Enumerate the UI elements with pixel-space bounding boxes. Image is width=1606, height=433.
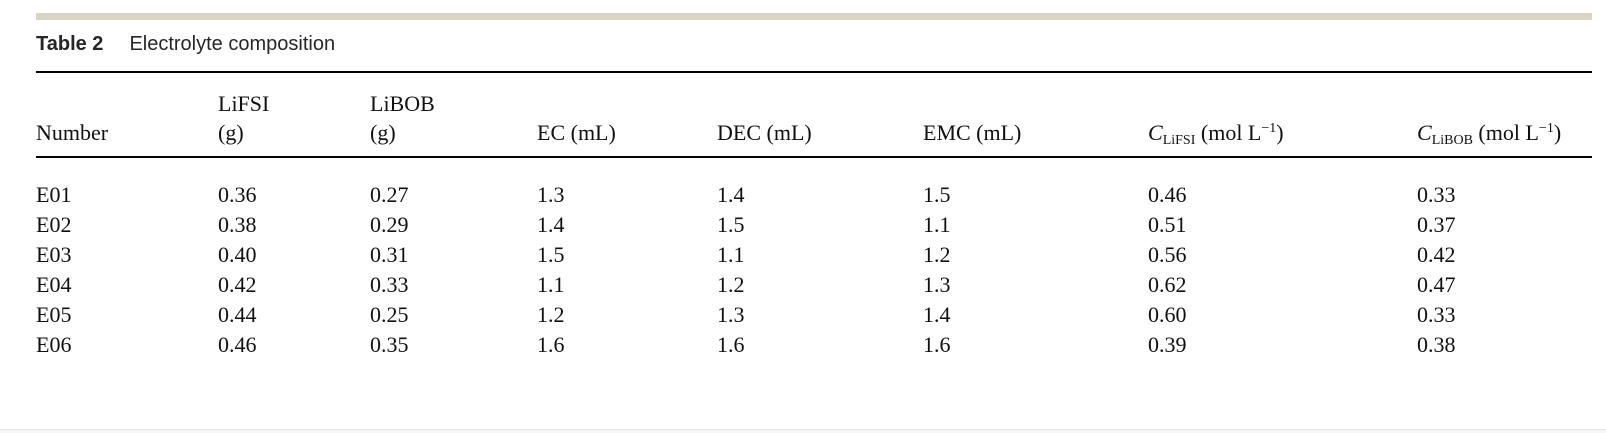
header-line2: (g) bbox=[218, 120, 244, 145]
table-row: E05 0.44 0.25 1.2 1.3 1.4 0.60 0.33 bbox=[36, 300, 1592, 330]
cell-lifsi-g: 0.40 bbox=[218, 242, 257, 267]
unit-exponent: −1 bbox=[1261, 121, 1277, 136]
cell-c-libob: 0.38 bbox=[1417, 332, 1456, 357]
unit-close: ) bbox=[1276, 120, 1284, 145]
table-body: E01 0.36 0.27 1.3 1.4 1.5 0.46 0.33 E02 … bbox=[36, 180, 1592, 360]
column-header-ec: EC (mL) bbox=[537, 84, 717, 156]
cell-lifsi-g: 0.42 bbox=[218, 272, 257, 297]
cell-c-lifsi: 0.51 bbox=[1148, 212, 1187, 237]
unit-open: (mol L bbox=[1472, 120, 1539, 145]
cell-libob-g: 0.29 bbox=[370, 212, 409, 237]
cell-c-libob: 0.33 bbox=[1417, 302, 1456, 327]
table-caption-label: Table 2 bbox=[36, 33, 104, 55]
cell-number: E01 bbox=[36, 182, 72, 207]
cell-emc: 1.2 bbox=[923, 242, 951, 267]
cell-emc: 1.5 bbox=[923, 182, 951, 207]
page-below-area bbox=[0, 430, 1606, 433]
cell-c-lifsi: 0.62 bbox=[1148, 272, 1187, 297]
header-line2: EMC (mL) bbox=[923, 120, 1022, 145]
table-accent-bar bbox=[36, 13, 1592, 20]
cell-c-lifsi: 0.46 bbox=[1148, 182, 1187, 207]
cell-lifsi-g: 0.38 bbox=[218, 212, 257, 237]
cell-dec: 1.2 bbox=[717, 272, 745, 297]
cell-number: E06 bbox=[36, 332, 72, 357]
formula-subscript: LiBOB bbox=[1431, 133, 1473, 148]
cell-lifsi-g: 0.46 bbox=[218, 332, 257, 357]
cell-c-lifsi: 0.39 bbox=[1148, 332, 1187, 357]
page-bottom-edge-line bbox=[0, 429, 1606, 430]
cell-c-lifsi: 0.56 bbox=[1148, 242, 1187, 267]
unit-exponent: −1 bbox=[1538, 121, 1554, 136]
cell-libob-g: 0.35 bbox=[370, 332, 409, 357]
table-row: E01 0.36 0.27 1.3 1.4 1.5 0.46 0.33 bbox=[36, 180, 1592, 210]
table-top-rule bbox=[36, 71, 1592, 73]
cell-ec: 1.1 bbox=[537, 272, 565, 297]
table-header-rule bbox=[36, 156, 1592, 158]
table-row: E04 0.42 0.33 1.1 1.2 1.3 0.62 0.47 bbox=[36, 270, 1592, 300]
cell-libob-g: 0.25 bbox=[370, 302, 409, 327]
column-header-c-lifsi: CLiFSI (mol L−1) bbox=[1148, 84, 1417, 156]
cell-dec: 1.6 bbox=[717, 332, 745, 357]
cell-c-libob: 0.42 bbox=[1417, 242, 1456, 267]
cell-c-lifsi: 0.60 bbox=[1148, 302, 1187, 327]
concentration-symbol: C bbox=[1417, 120, 1432, 145]
cell-ec: 1.6 bbox=[537, 332, 565, 357]
column-header-c-libob: CLiBOB (mol L−1) bbox=[1417, 84, 1592, 156]
header-line2: Number bbox=[36, 120, 109, 145]
cell-number: E02 bbox=[36, 212, 72, 237]
column-header-libob-g: LiBOB (g) bbox=[370, 84, 537, 156]
table-row: E06 0.46 0.35 1.6 1.6 1.6 0.39 0.38 bbox=[36, 330, 1592, 360]
cell-c-libob: 0.47 bbox=[1417, 272, 1456, 297]
column-header-emc: EMC (mL) bbox=[923, 84, 1148, 156]
header-formula: CLiBOB (mol L−1) bbox=[1417, 118, 1592, 148]
unit-open: (mol L bbox=[1195, 120, 1262, 145]
column-header-number: Number bbox=[36, 84, 218, 156]
table-caption-title: Electrolyte composition bbox=[129, 33, 336, 55]
cell-emc: 1.1 bbox=[923, 212, 951, 237]
column-header-lifsi-g: LiFSI (g) bbox=[218, 84, 370, 156]
concentration-symbol: C bbox=[1148, 120, 1163, 145]
cell-lifsi-g: 0.36 bbox=[218, 182, 257, 207]
cell-dec: 1.3 bbox=[717, 302, 745, 327]
cell-ec: 1.3 bbox=[537, 182, 565, 207]
cell-emc: 1.3 bbox=[923, 272, 951, 297]
cell-dec: 1.5 bbox=[717, 212, 745, 237]
table-row: E03 0.40 0.31 1.5 1.1 1.2 0.56 0.42 bbox=[36, 240, 1592, 270]
cell-c-libob: 0.33 bbox=[1417, 182, 1456, 207]
table-header-row: Number LiFSI (g) LiBOB (g) EC (mL) DEC (… bbox=[36, 84, 1592, 156]
header-formula: CLiFSI (mol L−1) bbox=[1148, 118, 1417, 148]
header-line1: LiBOB bbox=[370, 91, 435, 116]
cell-emc: 1.4 bbox=[923, 302, 951, 327]
cell-ec: 1.5 bbox=[537, 242, 565, 267]
unit-close: ) bbox=[1553, 120, 1562, 145]
formula-subscript: LiFSI bbox=[1162, 133, 1196, 148]
cell-dec: 1.1 bbox=[717, 242, 745, 267]
cell-number: E05 bbox=[36, 302, 72, 327]
cell-lifsi-g: 0.44 bbox=[218, 302, 257, 327]
cell-emc: 1.6 bbox=[923, 332, 951, 357]
cell-libob-g: 0.27 bbox=[370, 182, 409, 207]
cell-ec: 1.4 bbox=[537, 212, 565, 237]
table-row: E02 0.38 0.29 1.4 1.5 1.1 0.51 0.37 bbox=[36, 210, 1592, 240]
header-line2: DEC (mL) bbox=[717, 120, 812, 145]
column-header-dec: DEC (mL) bbox=[717, 84, 923, 156]
cell-libob-g: 0.31 bbox=[370, 242, 409, 267]
header-line2: EC (mL) bbox=[537, 120, 616, 145]
table-caption: Table 2 Electrolyte composition bbox=[36, 31, 335, 57]
header-line1: LiFSI bbox=[218, 91, 270, 116]
cell-c-libob: 0.37 bbox=[1417, 212, 1456, 237]
cell-number: E04 bbox=[36, 272, 72, 297]
cell-number: E03 bbox=[36, 242, 72, 267]
cell-dec: 1.4 bbox=[717, 182, 745, 207]
cell-ec: 1.2 bbox=[537, 302, 565, 327]
cell-libob-g: 0.33 bbox=[370, 272, 409, 297]
header-line2: (g) bbox=[370, 120, 396, 145]
